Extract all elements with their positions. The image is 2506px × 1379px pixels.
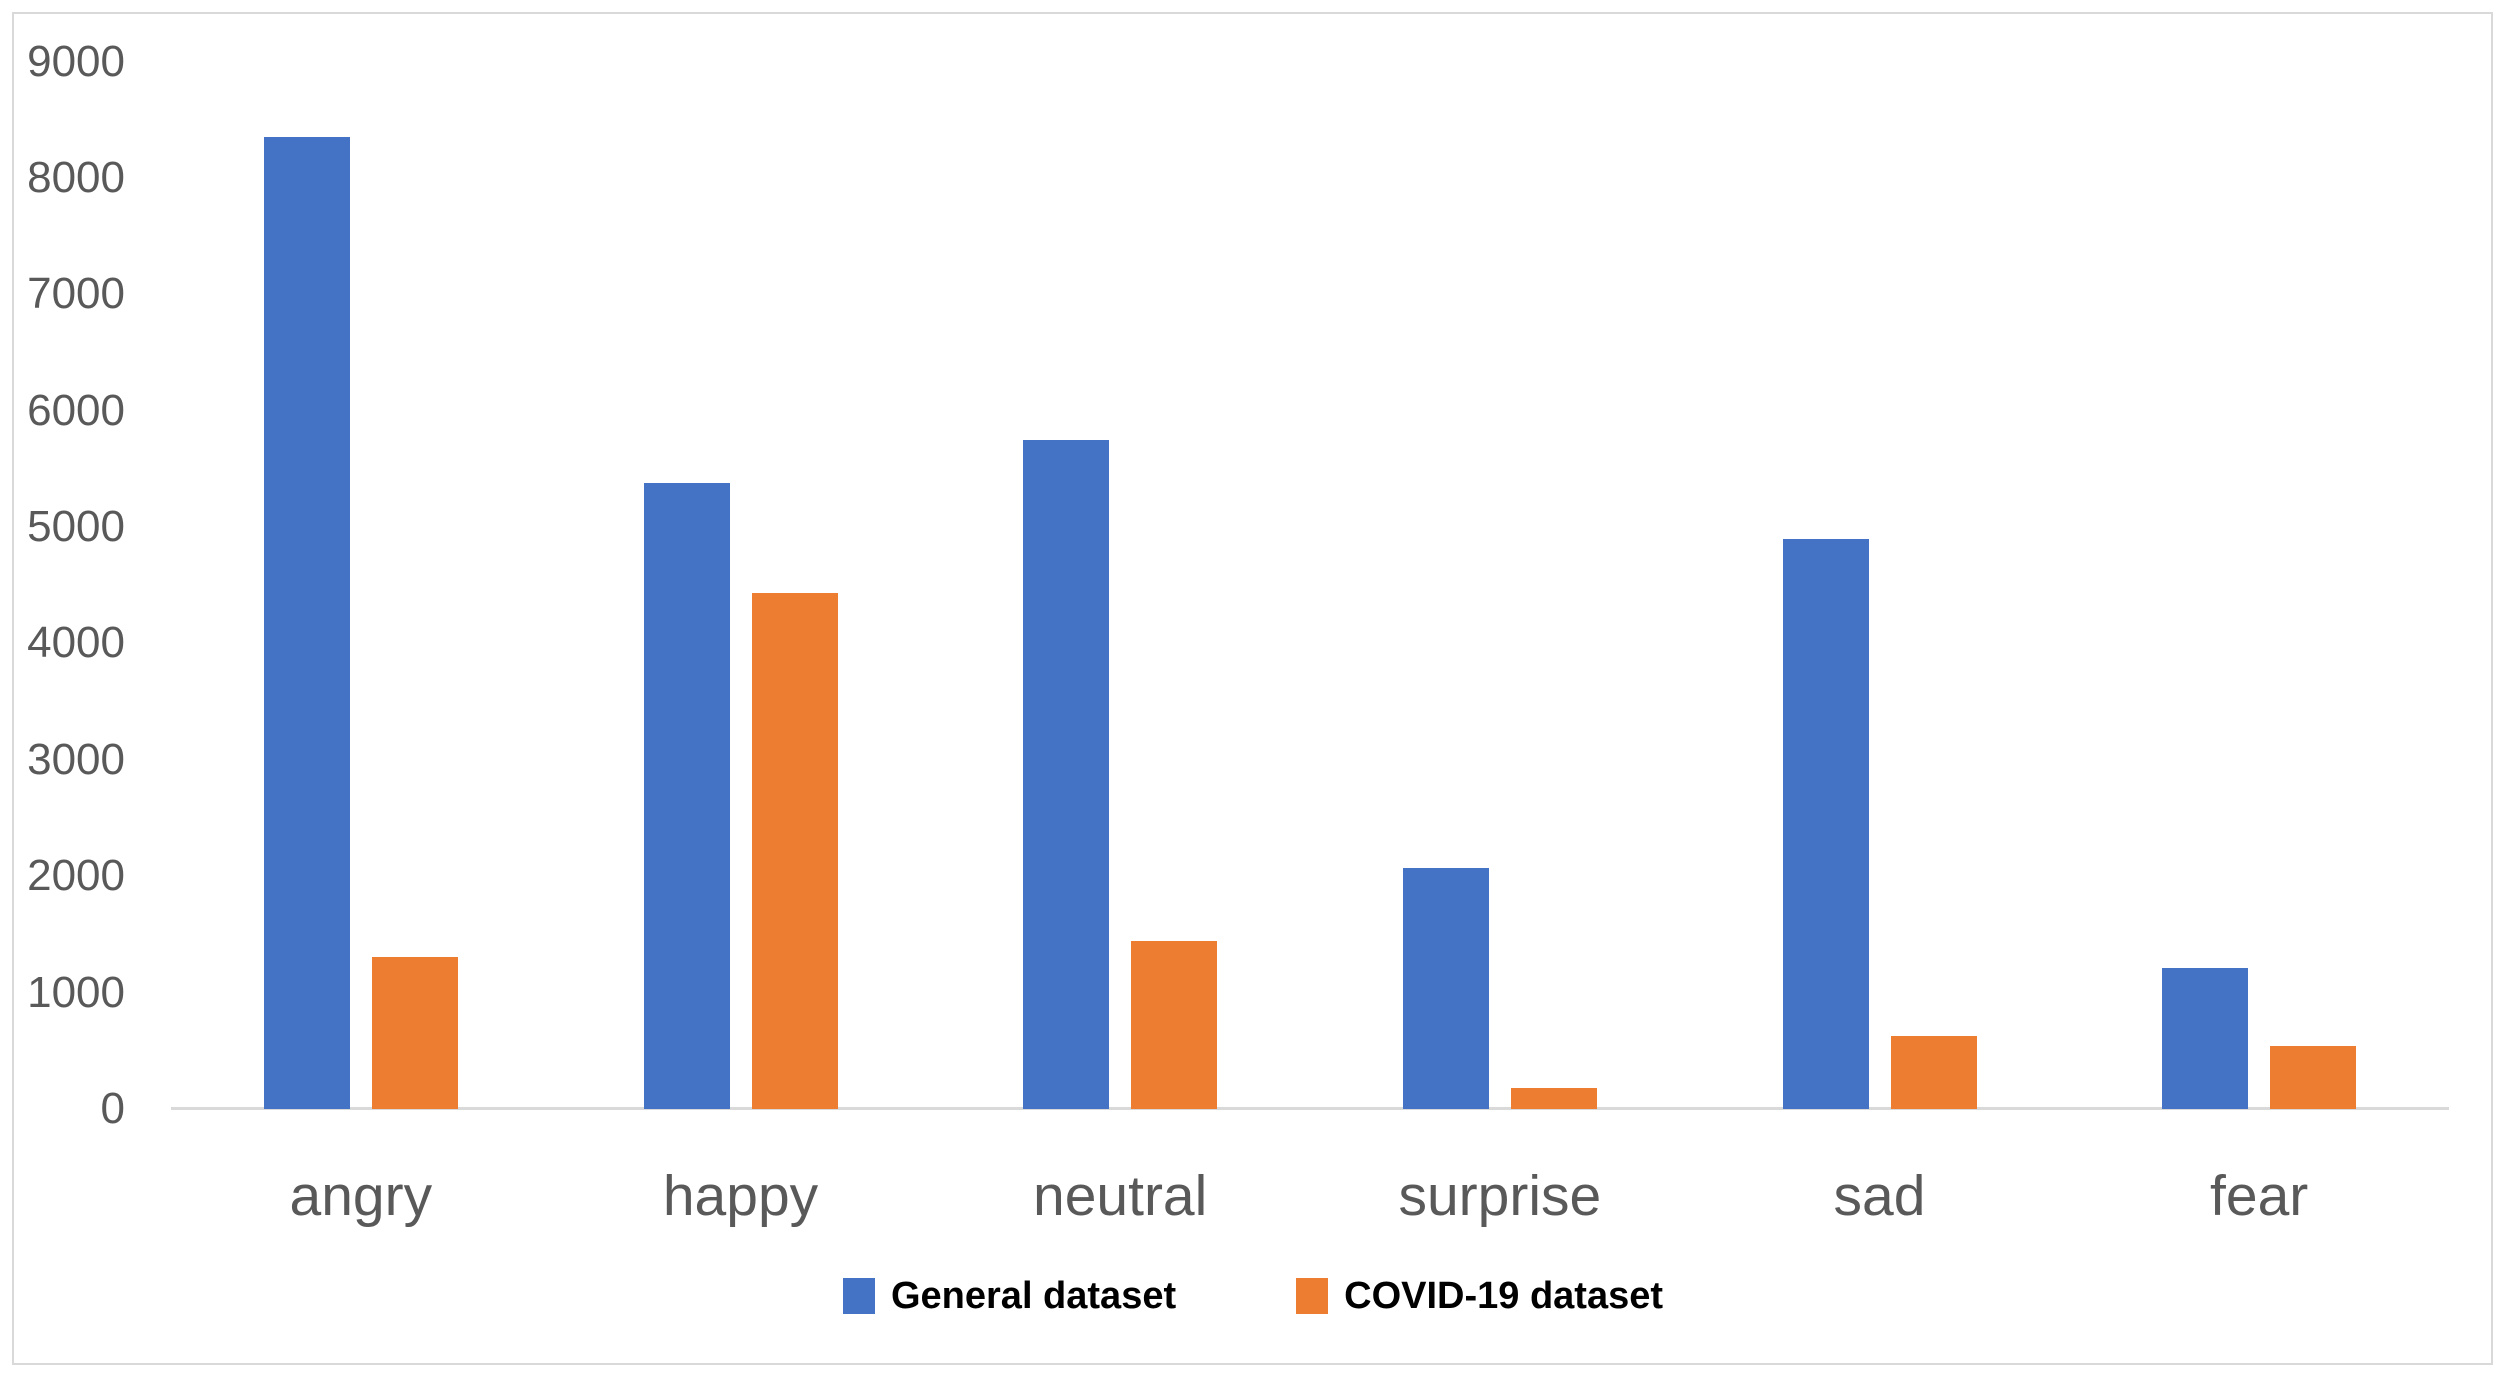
y-tick-label-9000: 9000 xyxy=(27,36,125,86)
y-tick-label-5000: 5000 xyxy=(27,502,125,552)
y-tick-label-2000: 2000 xyxy=(27,851,125,901)
y-tick-label-1000: 1000 xyxy=(27,967,125,1017)
y-tick-label-4000: 4000 xyxy=(27,618,125,668)
bar-covid-19-dataset-neutral xyxy=(1131,941,1218,1109)
category-label-fear: fear xyxy=(2210,1164,2309,1228)
y-tick-label-0: 0 xyxy=(100,1084,125,1133)
legend-item-general-dataset: General dataset xyxy=(842,1274,1177,1318)
category-label-angry: angry xyxy=(289,1164,433,1228)
category-label-surprise: surprise xyxy=(1398,1164,1602,1228)
bar-covid-19-dataset-happy xyxy=(751,593,838,1109)
y-tick-label-8000: 8000 xyxy=(27,152,125,202)
bar-covid-19-dataset-angry xyxy=(371,957,458,1109)
bar-general-dataset-neutral xyxy=(1023,440,1110,1109)
legend: General dataset COVID-19 dataset xyxy=(0,1270,2506,1322)
bar-covid-19-dataset-surprise xyxy=(1510,1088,1597,1109)
bar-covid-19-dataset-sad xyxy=(1890,1036,1977,1109)
y-tick-label-3000: 3000 xyxy=(27,734,125,784)
category-label-sad: sad xyxy=(1833,1164,1926,1228)
bar-covid-19-dataset-fear xyxy=(2270,1046,2357,1109)
bar-general-dataset-happy xyxy=(643,483,730,1109)
bar-general-dataset-fear xyxy=(2162,968,2249,1109)
x-axis-line xyxy=(171,1107,2449,1110)
legend-item-covid-19-dataset: COVID-19 dataset xyxy=(1296,1275,1663,1318)
y-tick-label-6000: 6000 xyxy=(27,385,125,435)
category-label-neutral: neutral xyxy=(1033,1164,1208,1228)
category-label-happy: happy xyxy=(662,1164,819,1228)
chart-frame xyxy=(12,12,2493,1365)
bar-general-dataset-surprise xyxy=(1402,868,1489,1109)
bar-general-dataset-sad xyxy=(1782,539,1869,1109)
bar-general-dataset-angry xyxy=(263,137,350,1109)
y-tick-label-7000: 7000 xyxy=(27,269,125,319)
legend-swatch-general-dataset xyxy=(842,1278,875,1314)
legend-swatch-covid-19-dataset xyxy=(1296,1278,1329,1314)
legend-label-general-dataset: General dataset xyxy=(890,1274,1177,1317)
legend-label-covid-19-dataset: COVID-19 dataset xyxy=(1344,1274,1664,1317)
